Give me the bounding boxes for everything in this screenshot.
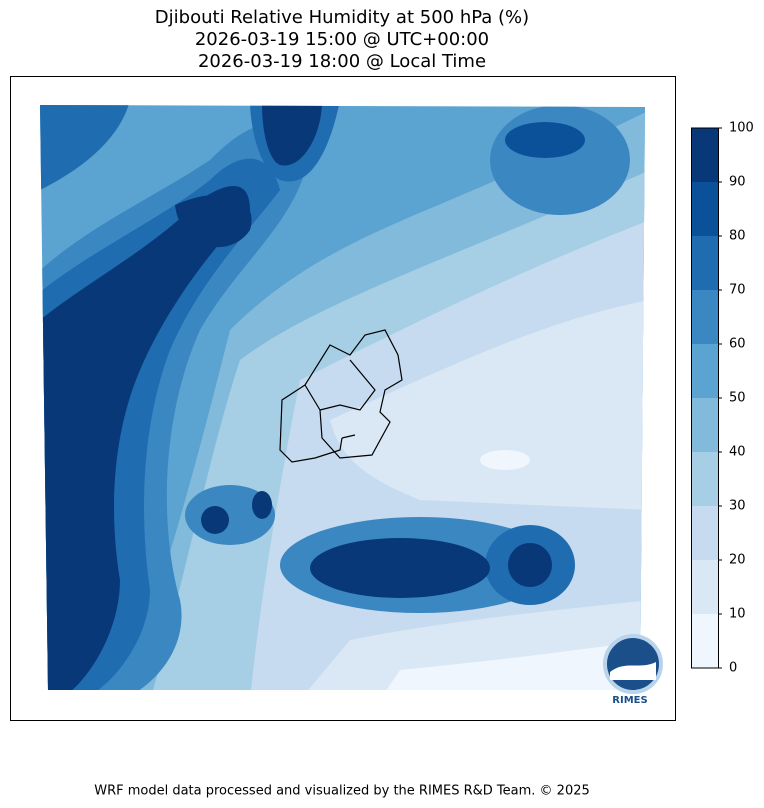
title-line: Djibouti Relative Humidity at 500 hPa (%… [155, 7, 529, 28]
country-borders [279, 329, 403, 463]
footer: WRF model data processed and visualized … [94, 784, 590, 799]
colorbar-segment [691, 506, 718, 560]
colorbar-segment [691, 452, 718, 506]
tick-label: 40 [729, 445, 746, 460]
colorbar-segment [691, 182, 718, 236]
colorbar-segment [691, 560, 718, 614]
colorbar-segment [691, 290, 718, 344]
colorbar-segment [691, 344, 718, 398]
tick-label: 100 [729, 121, 754, 136]
colorbar: 0 10 20 30 40 50 60 70 80 90 100 [691, 121, 754, 676]
tick-label: 70 [729, 283, 746, 298]
tick-label: 20 [729, 553, 746, 568]
logo-text: RIMES [612, 695, 647, 706]
tick-label: 90 [729, 175, 746, 190]
logo: RIMES [603, 634, 663, 706]
tick-label: 50 [729, 391, 746, 406]
colorbar-segment [691, 128, 718, 182]
colorbar-segment [691, 398, 718, 452]
tick-label: 10 [729, 607, 746, 622]
title-line: 2026-03-19 18:00 @ Local Time [198, 51, 486, 72]
humidity-field [40, 105, 645, 690]
tick-label: 0 [729, 661, 737, 676]
tick-label: 30 [729, 499, 746, 514]
tick-label: 80 [729, 229, 746, 244]
tick-label: 60 [729, 337, 746, 352]
colorbar-segment [691, 236, 718, 290]
title-line: 2026-03-19 15:00 @ UTC+00:00 [195, 29, 489, 50]
colorbar-segment [691, 614, 718, 668]
